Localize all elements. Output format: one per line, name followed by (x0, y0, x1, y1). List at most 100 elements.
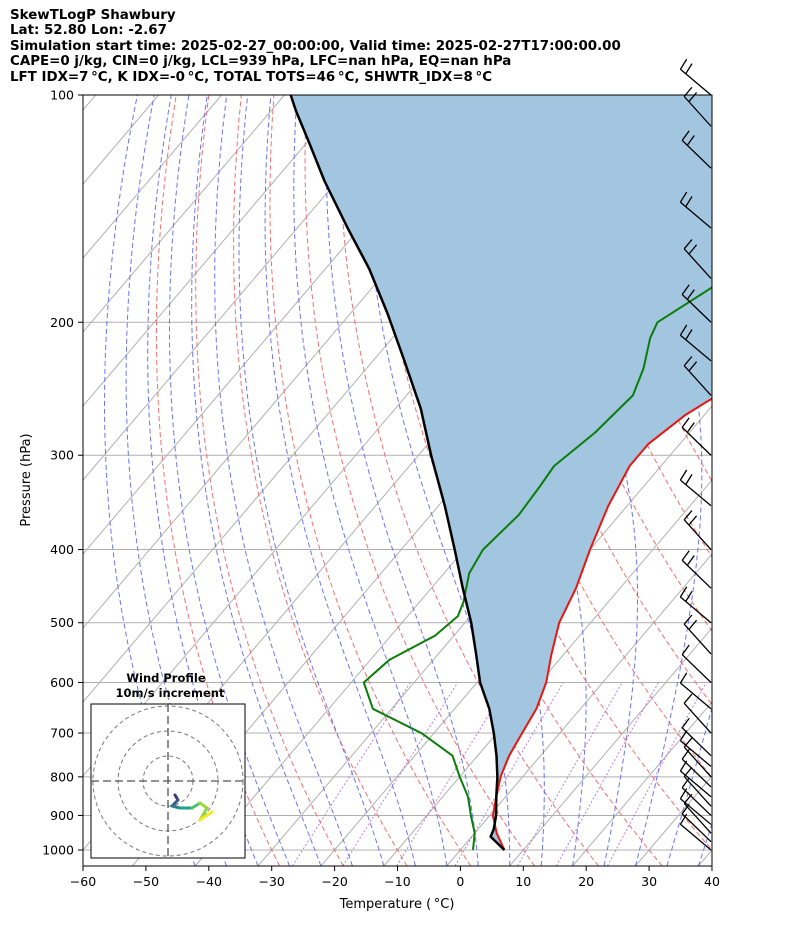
moist-adiabat-line (325, 95, 479, 866)
axes: −60 −50 −40 −30 −20 −10 0 10 20 30 40 100 200 300 400 5… (42, 88, 720, 890)
moist-adiabat-line (238, 95, 385, 866)
isotherm-line (509, 627, 712, 866)
inset-title: Wind Profile (126, 671, 206, 685)
wind-barb-feather (685, 329, 693, 341)
y-tick-label: 200 (50, 315, 74, 330)
wind-barb-feather (685, 63, 693, 75)
moist-adiabat-line (169, 95, 291, 866)
inset-subtitle: 10m/s increment (116, 686, 225, 700)
wind-barb (679, 479, 712, 507)
wind-barb-feather (686, 135, 695, 146)
moist-adiabat-line (697, 822, 712, 866)
temperature-line (491, 397, 712, 851)
x-tick-label: 10 (515, 874, 531, 889)
dry-adiabat-line (730, 95, 794, 866)
wind-barb-feather (683, 356, 693, 367)
header-station: SkewTLogP Shawbury (10, 8, 176, 23)
isotherm-line (83, 95, 222, 259)
dry-adiabat-line (338, 95, 599, 866)
cape-cin-shading (290, 95, 712, 850)
wind-barb-feather (681, 717, 690, 729)
y-axis-label: Pressure (hPa) (19, 433, 34, 526)
wind-barb-feather (685, 590, 693, 602)
isotherm-line (320, 405, 712, 866)
wind-barb-feather (679, 730, 688, 742)
parcel-profile-line (289, 95, 506, 851)
wind-barb-feather (688, 515, 698, 526)
dry-adiabat-line (233, 95, 408, 866)
y-tick-label: 300 (50, 448, 74, 463)
header-indices: LFT IDX=7 °C, K IDX=-0 °C, TOTAL TOTS=46… (10, 69, 493, 85)
isotherm-line (83, 95, 285, 333)
wind-barb-feather (681, 417, 690, 428)
header-cape: CAPE=0 j/kg, CIN=0 j/kg, LCL=939 hPa, LF… (10, 54, 512, 70)
x-axis-label: Temperature ( °C) (339, 897, 455, 912)
wind-barb-feather (686, 555, 695, 566)
wind-barb-feather (686, 422, 695, 433)
wind-barb (681, 727, 712, 757)
wind-barb-feather (688, 361, 698, 372)
wind-barb-feather (685, 196, 693, 208)
mixing-ratio-line (555, 682, 659, 866)
wind-barb-feather (681, 644, 690, 656)
wind-barb (681, 139, 712, 169)
hodograph-segment (190, 801, 202, 810)
wind-barb-feather (679, 788, 688, 800)
wind-barb (681, 813, 712, 843)
x-tick-label: −50 (133, 874, 159, 889)
wind-barb-feather (681, 284, 690, 295)
header-times: Simulation start time: 2025-02-27_00:00:… (10, 38, 621, 54)
wind-barb (681, 787, 712, 816)
wind-barbs (679, 58, 712, 851)
x-tick-label: 40 (704, 874, 720, 889)
moist-adiabat-line (191, 95, 322, 866)
isotherm-line (761, 95, 794, 866)
wind-barb-feather (683, 239, 693, 250)
moist-adiabat-line (730, 95, 794, 866)
isotherm-line (446, 553, 712, 866)
x-tick-label: −60 (70, 874, 96, 889)
x-tick-label: 0 (456, 874, 464, 889)
dewpoint-line (362, 286, 712, 851)
y-tick-label: 800 (50, 769, 74, 784)
mixing-ratio-line (342, 682, 459, 866)
wind-barb-feather (679, 469, 688, 481)
y-tick-label: 700 (50, 726, 74, 741)
isotherm-line (83, 95, 97, 111)
hodograph-segment (198, 810, 214, 822)
wind-barb (679, 770, 712, 798)
wind-profile-inset: Wind Profile 10m/s increment (90, 671, 246, 859)
y-tick-label: 400 (50, 542, 74, 557)
wind-barb-feather (681, 130, 690, 141)
wind-barb-feather (688, 619, 698, 630)
profile-lines (289, 95, 712, 851)
x-tick-label: 20 (578, 874, 594, 889)
wind-barb-feather (688, 92, 698, 103)
mixing-ratio-line (607, 682, 707, 866)
wind-barb-feather (683, 614, 693, 625)
wind-barb (679, 798, 712, 825)
wind-barb-feather (679, 672, 688, 684)
x-tick-label: −30 (259, 874, 285, 889)
wind-barb-feather (679, 813, 688, 825)
wind-barb-feather (683, 510, 693, 521)
y-tick-label: 1000 (42, 843, 74, 858)
y-tick-label: 600 (50, 675, 74, 690)
isotherm-line (698, 849, 712, 866)
x-tick-label: −40 (196, 874, 222, 889)
y-tick-label: 100 (50, 88, 74, 103)
wind-barb-feather (688, 244, 698, 255)
header-latlon: Lat: 52.80 Lon: -2.67 (10, 23, 167, 39)
mixing-ratio-line (454, 682, 564, 866)
wind-barb-feather (679, 324, 688, 336)
x-tick-label: 30 (641, 874, 657, 889)
wind-barb (679, 596, 712, 624)
wind-barb (683, 519, 712, 550)
y-tick-label: 500 (50, 615, 74, 630)
dry-adiabat-line (195, 95, 344, 866)
isotherm-line (83, 95, 411, 481)
dry-adiabat-line (763, 95, 794, 866)
dry-adiabat-line (269, 95, 472, 866)
wind-barb-feather (683, 693, 693, 704)
